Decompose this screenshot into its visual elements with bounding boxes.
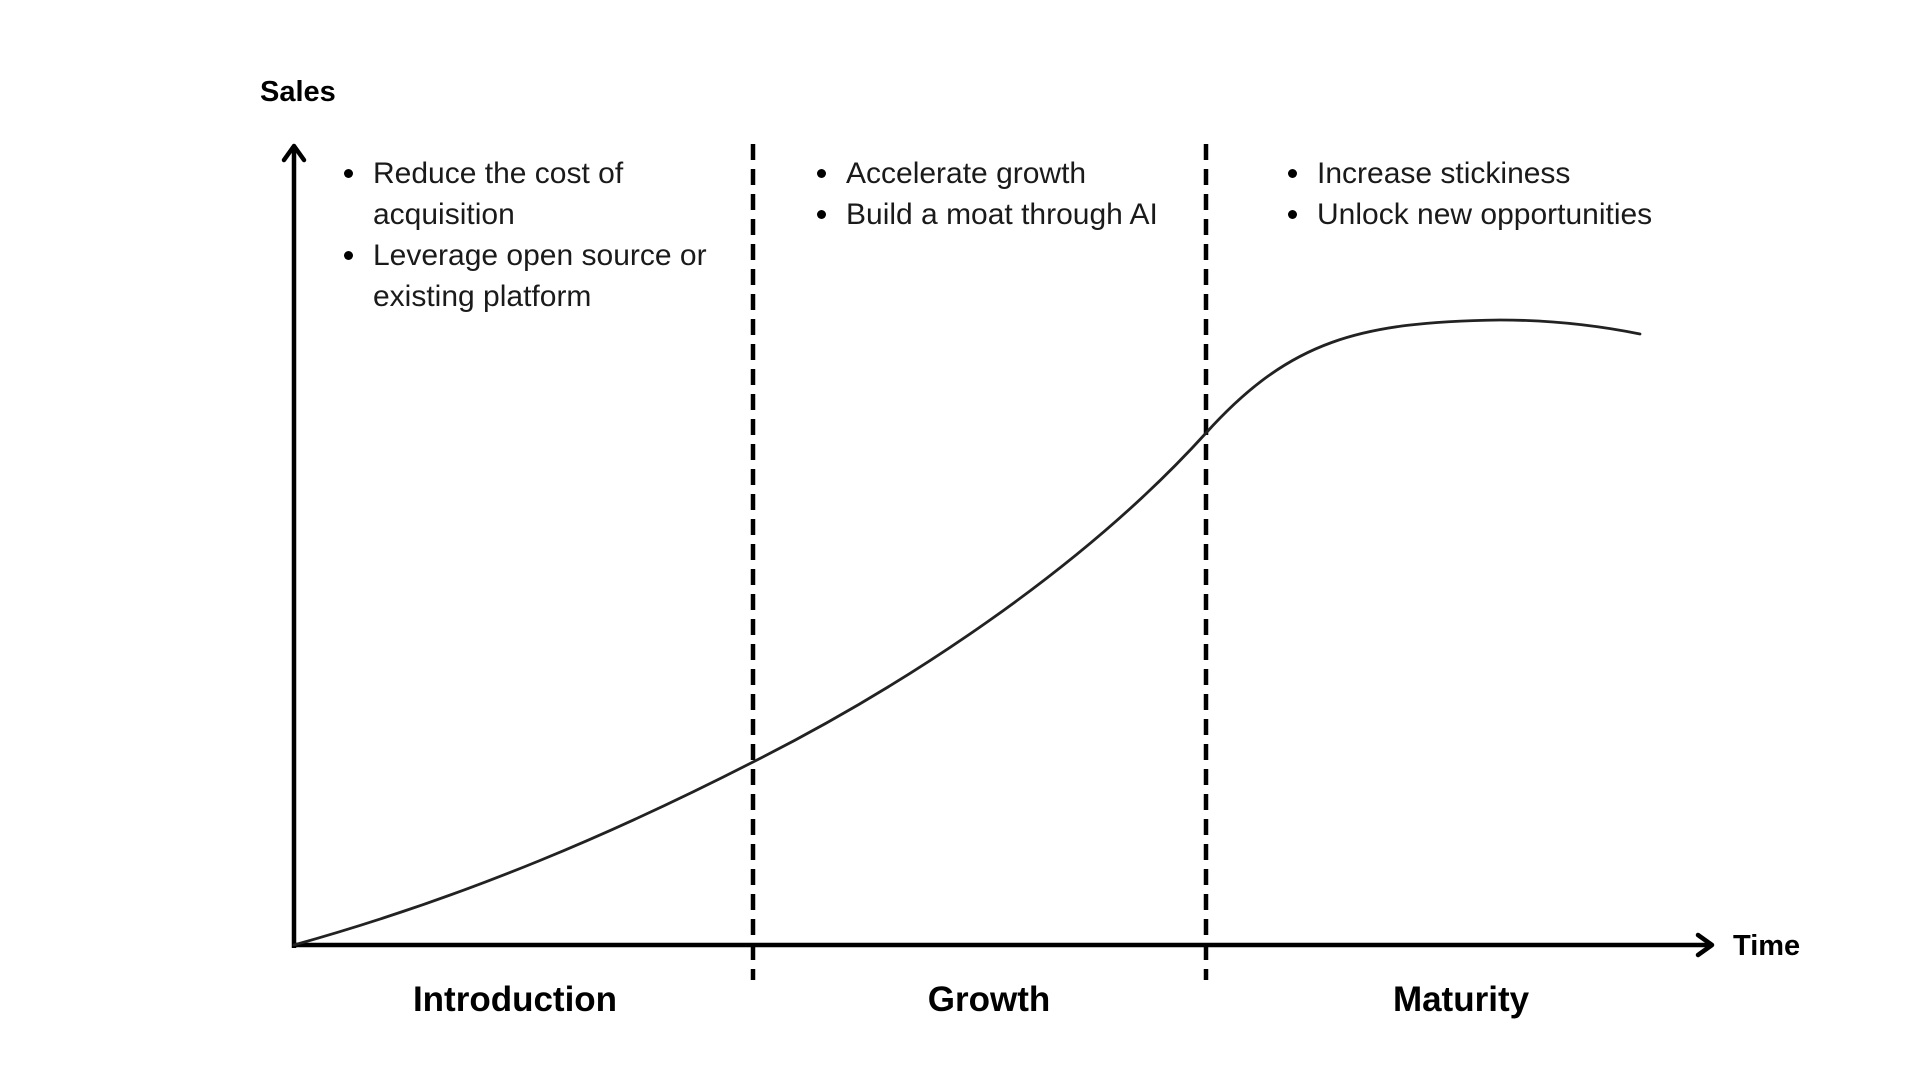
list-item: Leverage open source or existing platfor… [339, 235, 719, 317]
list-item: Unlock new opportunities [1283, 194, 1663, 235]
introduction-bullet-list: Reduce the cost of acquisition Leverage … [339, 153, 719, 317]
maturity-bullet-list: Increase stickiness Unlock new opportuni… [1283, 153, 1663, 235]
y-axis-arrow-icon [281, 143, 307, 163]
x-axis-label: Time [1733, 930, 1800, 962]
stage-label-growth: Growth [928, 980, 1050, 1019]
list-item: Build a moat through AI [812, 194, 1202, 235]
growth-bullet-list: Accelerate growth Build a moat through A… [812, 153, 1202, 235]
stage-label-maturity: Maturity [1393, 980, 1530, 1019]
list-item: Accelerate growth [812, 153, 1202, 194]
x-axis-arrow-icon [1695, 932, 1715, 958]
stage-label-introduction: Introduction [413, 980, 617, 1019]
lifecycle-curve [292, 318, 1642, 947]
list-item: Reduce the cost of acquisition [339, 153, 719, 235]
list-item: Increase stickiness [1283, 153, 1663, 194]
y-axis-label: Sales [260, 76, 336, 108]
